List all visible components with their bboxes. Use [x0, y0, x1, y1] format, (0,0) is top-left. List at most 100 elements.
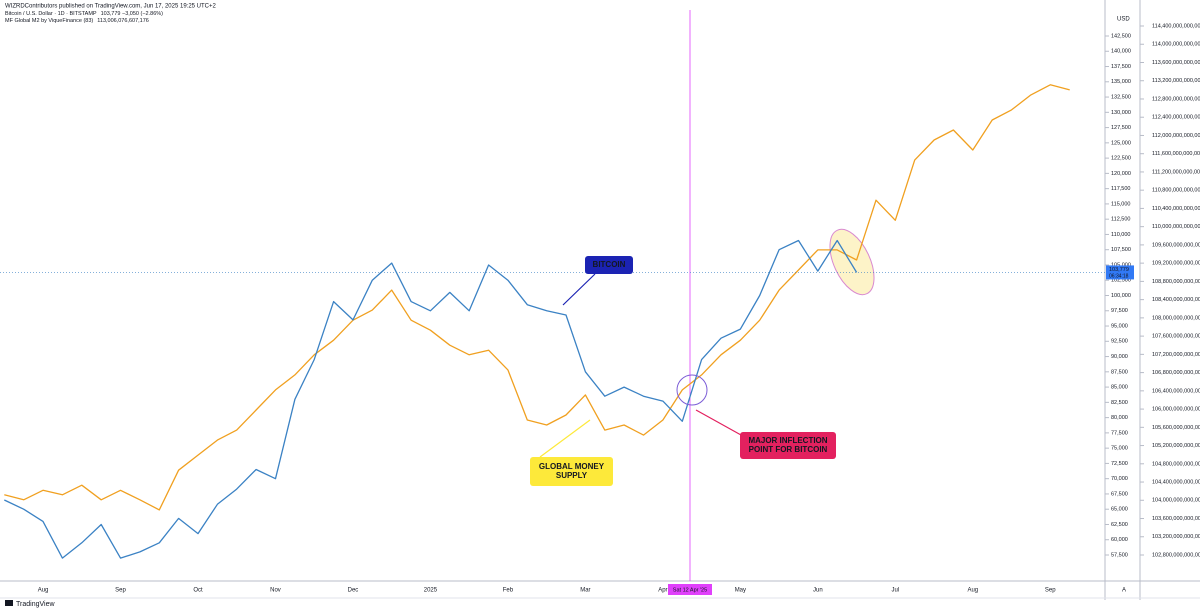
y2-tick-label: 110,000,000,000,000 [1152, 224, 1200, 230]
y2-tick-label: 105,600,000,000,000 [1152, 425, 1200, 431]
y2-tick-label: 113,200,000,000,000 [1152, 78, 1200, 84]
legend-name: Bitcoin / U.S. Dollar · 1D · BITSTAMP [5, 11, 97, 17]
y2-tick-label: 104,400,000,000,000 [1152, 479, 1200, 485]
y-unit: USD [1117, 17, 1130, 23]
y-tick-label: 110,000 [1111, 232, 1130, 238]
y2-tick-label: 111,600,000,000,000 [1152, 151, 1200, 157]
y2-tick-label: 114,400,000,000,000 [1152, 23, 1200, 29]
x-tick-label: Jul [891, 588, 899, 594]
y2-tick-label: 104,000,000,000,000 [1152, 498, 1200, 504]
callout-box [585, 256, 633, 274]
y-tick-label: 82,500 [1111, 400, 1128, 406]
legend-last: 113,006,076,607,176 [97, 18, 149, 24]
y-tick-label: 102,500 [1111, 278, 1131, 284]
crosshair-tag [668, 584, 712, 595]
series-line [4, 239, 858, 559]
y2-tick-label: 107,200,000,000,000 [1152, 352, 1200, 358]
callout-text: POINT FOR BITCOIN [749, 445, 828, 454]
price-tag-label: 103,779 [1109, 267, 1129, 273]
y-tick-label: 142,500 [1111, 33, 1131, 39]
x-tick-label: 2025 [424, 588, 438, 594]
callout-pointer [539, 419, 591, 458]
y2-tick-label: 103,600,000,000,000 [1152, 516, 1200, 522]
callout-box [530, 457, 613, 486]
y-tick-label: 92,500 [1111, 339, 1128, 345]
x-tick-label: Mar [580, 588, 590, 594]
header: WIZRDContributors published on TradingVi… [5, 4, 216, 10]
y2-tick-label: 112,400,000,000,000 [1152, 115, 1200, 121]
y-tick-label: 140,000 [1111, 49, 1131, 55]
y-tick-label: 67,500 [1111, 491, 1128, 497]
y2-tick-label: 108,800,000,000,000 [1152, 279, 1200, 285]
y-tick-label: 107,500 [1111, 247, 1131, 253]
x-tick-label: Aug [967, 588, 978, 594]
y2-tick-label: 112,000,000,000,000 [1152, 133, 1200, 139]
legend-name: MF Global M2 by ViqueFinance (83) [5, 18, 93, 24]
y-tick-label: 70,000 [1111, 476, 1128, 482]
y2-tick-label: 109,600,000,000,000 [1152, 242, 1200, 248]
callout-pointer [562, 273, 596, 306]
y-tick-label: 75,000 [1111, 446, 1128, 452]
y-tick-label: 97,500 [1111, 308, 1128, 314]
y2-tick-label: 108,400,000,000,000 [1152, 297, 1200, 303]
x-tick-label: Dec [348, 588, 359, 594]
y2-tick-label: 105,200,000,000,000 [1152, 443, 1200, 449]
x-tick-label: Aug [38, 588, 49, 594]
y-tick-label: 72,500 [1111, 461, 1128, 467]
y-tick-label: 132,500 [1111, 95, 1131, 101]
y-tick-label: 105,000 [1111, 262, 1131, 268]
x-tick-label: Oct [193, 588, 203, 594]
y-tick-label: 127,500 [1111, 125, 1131, 131]
plot-area: 57,500 60,000 62,500 65,000 67,500 70,000 72,5… [0, 10, 1200, 595]
y2-tick-label: 108,000,000,000,000 [1152, 315, 1200, 321]
y-tick-label: 90,000 [1111, 354, 1128, 360]
y-tick-label: 85,000 [1111, 385, 1128, 391]
inflection-circle [676, 374, 708, 406]
y2-tick-label: 106,400,000,000,000 [1152, 388, 1200, 394]
crosshair-date: Sat 12 Apr '25 [673, 587, 707, 593]
callout-text: SUPPLY [556, 471, 588, 480]
y-tick-label: 65,000 [1111, 507, 1128, 513]
y-tick-label: 57,500 [1111, 552, 1128, 558]
y-tick-label: 137,500 [1111, 64, 1131, 70]
y-tick-label: 87,500 [1111, 369, 1128, 375]
y2-tick-label: 107,600,000,000,000 [1152, 334, 1200, 340]
y2-tick-label: 110,400,000,000,000 [1152, 206, 1200, 212]
y2-tick-label: 103,200,000,000,000 [1152, 534, 1200, 540]
callout-text: BITCOIN [593, 260, 626, 269]
x-tick-label: May [735, 588, 746, 594]
series-line [4, 84, 1070, 511]
price-tag-countdown: 06:34:18 [1109, 273, 1129, 279]
callout-text: GLOBAL MONEY [539, 462, 605, 471]
legend-entry: Bitcoin / U.S. Dollar · 1D · BITSTAMP 103… [5, 11, 163, 17]
x-tick-label: Sep [1045, 588, 1056, 594]
y-tick-label: 120,000 [1111, 171, 1131, 177]
y-tick-label: 112,500 [1111, 217, 1130, 223]
y-tick-label: 125,000 [1111, 140, 1131, 146]
y-tick-label: 62,500 [1111, 522, 1128, 528]
x-tick-label: Sep [115, 588, 126, 594]
x-tick-label: Jun [813, 588, 823, 594]
x-tick-label: Feb [503, 588, 514, 594]
callout-box [740, 432, 836, 459]
y-tick-label: 60,000 [1111, 537, 1128, 543]
logo [5, 600, 13, 606]
y-tick-label: 135,000 [1111, 79, 1131, 85]
y2-tick-label: 104,800,000,000,000 [1152, 461, 1200, 467]
y-tick-label: 122,500 [1111, 156, 1131, 162]
legend-entry: MF Global M2 by ViqueFinance (83) 113,006… [5, 18, 149, 24]
price-tag [1106, 265, 1134, 280]
y-tick-label: 95,000 [1111, 323, 1128, 329]
y2-tick-label: 102,800,000,000,000 [1152, 552, 1200, 558]
legend-last: 103,779 −3,050 (−2.86%) [101, 11, 164, 17]
footer: TradingView [16, 601, 55, 608]
x-tick-label: Nov [270, 588, 281, 594]
y-tick-label: 80,000 [1111, 415, 1128, 421]
y-tick-label: 130,000 [1111, 110, 1131, 116]
y2-tick-label: 112,800,000,000,000 [1152, 96, 1200, 102]
y2-tick-label: 106,800,000,000,000 [1152, 370, 1200, 376]
callout-text: MAJOR INFLECTION [748, 436, 827, 445]
y2-tick-label: 113,600,000,000,000 [1152, 60, 1200, 66]
